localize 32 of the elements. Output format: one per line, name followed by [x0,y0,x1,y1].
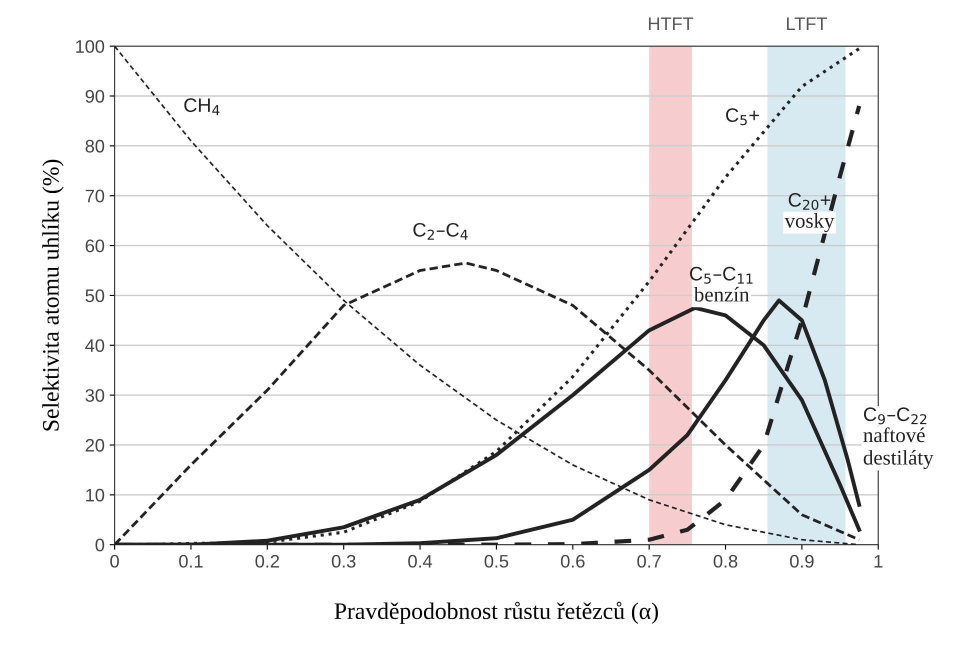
series-label: C$_{2}$–C$_{4}$ [413,222,468,240]
x-tick-label: 1 [874,555,882,568]
x-tick-label: 0.6 [560,554,585,568]
x-tick-label: 0.2 [255,554,279,568]
x-tick-label: 0.9 [790,554,814,568]
y-tick-label: 70 [86,190,104,202]
y-tick-label: 10 [86,488,104,502]
series-label: C$_{5}$–C$_{11}$ benzín [690,266,752,302]
y-tick-label: 0 [96,538,104,552]
x-tick-label: 0 [110,554,119,568]
series-label: C$_{9}$–C$_{22}$ naftové destiláty [863,407,934,470]
y-tick-label: 90 [86,90,104,103]
y-tick-label: 40 [85,339,104,352]
x-tick-label: 0.8 [714,554,738,568]
x-axis-title: Pravděpodobnost růstu řetězců (α) [334,602,658,624]
y-tick-label: 50 [86,289,104,302]
y-axis-title: Selektivita atomu uhlíku (%) [42,160,64,431]
x-tick-label: 0.1 [179,554,203,568]
series-label: C$_{5}$+ [726,108,759,126]
y-tick-label: 30 [85,389,104,402]
x-tick-label: 0.5 [484,554,508,568]
y-tick-label: 60 [86,240,104,252]
x-tick-label: 0.3 [332,554,356,568]
y-tick-label: 80 [86,140,104,153]
y-tick-label: 100 [76,40,104,53]
band-label: HTFT [648,18,694,30]
x-tick-label: 0.7 [637,554,661,568]
series-label: C$_{20}$+ vosky [784,193,834,232]
band-label: LTFT [787,18,827,30]
y-tick-label: 20 [86,438,104,452]
series-label: CH$_{4}$ [184,98,220,116]
x-tick-label: 0.4 [408,554,432,568]
